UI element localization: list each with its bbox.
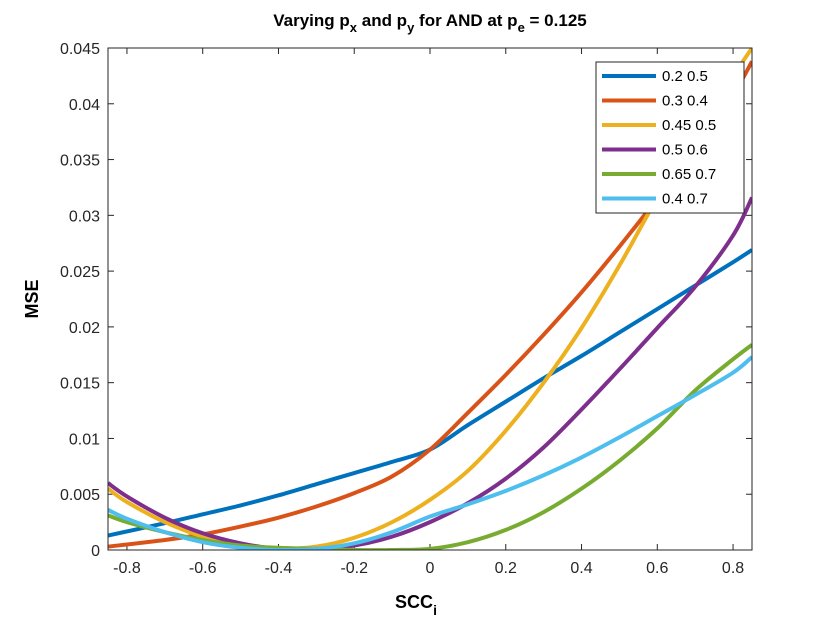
- legend: 0.2 0.5 0.3 0.4 0.45 0.5 0.5 0.6 0.65 0.7 0.4…: [595, 61, 745, 214]
- axes-box: [107, 47, 753, 551]
- x-tick-label: -0.4: [265, 560, 293, 577]
- x-tick-label: 0: [426, 560, 435, 577]
- legend-box: [595, 61, 745, 214]
- chart-title: Varying px and py for AND at pe = 0.125: [273, 11, 586, 35]
- y-axis-label: MSE: [22, 279, 42, 318]
- y-tick-label: 0.015: [60, 376, 100, 393]
- axis-ticks: -0.8 -0.6 -0.4 -0.2 0 0.2 0.4 0.6 0.8 0 0.005 0.01 0…: [60, 41, 752, 577]
- series-line-6: [108, 355, 752, 550]
- series-line-5: [108, 343, 752, 550]
- legend-label: 0.4 0.7: [662, 191, 708, 208]
- x-tick-label: 0.8: [722, 560, 744, 577]
- y-tick-label: 0.01: [69, 431, 100, 448]
- x-tick-label: -0.8: [113, 560, 141, 577]
- x-tick-label: 0.2: [495, 560, 517, 577]
- series-lines: [108, 48, 752, 550]
- y-tick-label: 0.03: [69, 208, 100, 225]
- legend-label: 0.3 0.4: [662, 93, 708, 110]
- y-tick-label: 0: [91, 543, 100, 560]
- x-tick-label: 0.4: [570, 560, 592, 577]
- y-tick-label: 0.02: [69, 320, 100, 337]
- y-tick-label: 0.04: [69, 97, 100, 114]
- x-tick-label: 0.6: [646, 560, 668, 577]
- legend-label: 0.65 0.7: [662, 166, 716, 183]
- y-tick-label: 0.045: [60, 41, 100, 58]
- legend-label: 0.5 0.6: [662, 142, 708, 159]
- series-line-1: [108, 248, 752, 538]
- x-axis-label: SCCi: [395, 592, 437, 618]
- y-tick-label: 0.005: [60, 487, 100, 504]
- y-tick-label: 0.035: [60, 153, 100, 170]
- series-line-4: [108, 196, 752, 550]
- y-tick-label: 0.025: [60, 264, 100, 281]
- legend-label: 0.2 0.5: [662, 68, 708, 85]
- x-tick-label: -0.6: [189, 560, 217, 577]
- x-tick-label: -0.2: [340, 560, 368, 577]
- legend-label: 0.45 0.5: [662, 117, 716, 134]
